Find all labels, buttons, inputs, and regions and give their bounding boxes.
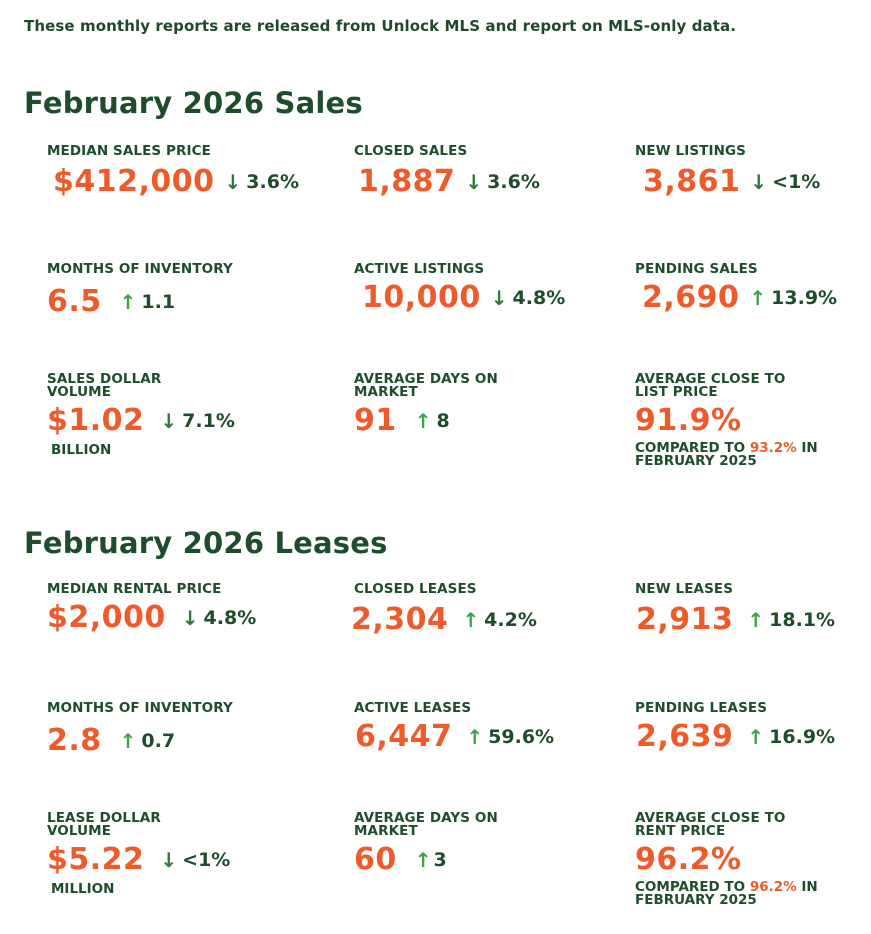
new-leases-stat: NEW LEASES 2,913 ↑ 18.1% <box>635 581 836 639</box>
closed-leases-stat: CLOSED LEASES 2,304 ↑ 4.2% <box>351 581 537 639</box>
arrow-up-icon: ↑ <box>462 608 480 632</box>
median-sales-price-change: 3.6% <box>246 171 299 193</box>
arrow-up-icon: ↑ <box>749 286 767 310</box>
active-listings-stat: ACTIVE LISTINGS 10,000 ↓ 4.8% <box>354 261 566 317</box>
arrow-down-icon: ↓ <box>181 606 199 630</box>
lease-months-inventory-stat: MONTHS OF INVENTORY 2.8 ↑ 0.7 <box>47 700 233 760</box>
close-to-list-label: AVERAGE CLOSE TO LIST PRICE <box>635 371 786 400</box>
close-to-rent-stat: AVERAGE CLOSE TO RENT PRICE 96.2% COMPAR… <box>635 810 818 908</box>
active-leases-label: ACTIVE LEASES <box>354 700 472 716</box>
closed-leases-label: CLOSED LEASES <box>354 581 477 597</box>
sales-months-inventory-value: 6.5 <box>47 284 102 319</box>
lease-dollar-volume-change: <1% <box>182 849 231 871</box>
new-listings-value: 3,861 <box>643 164 741 199</box>
lease-days-on-market-value: 60 <box>354 842 397 877</box>
close-to-list-compare-value: 93.2% <box>749 440 797 456</box>
arrow-up-icon: ↑ <box>414 409 432 433</box>
sales-days-on-market-value: 91 <box>354 403 397 438</box>
pending-sales-label: PENDING SALES <box>635 261 758 277</box>
lease-days-on-market-stat: AVERAGE DAYS ON MARKET 60 ↑ 3 <box>354 810 498 879</box>
leases-section-title: February 2026 Leases <box>24 526 388 560</box>
median-rental-price-value: $2,000 <box>47 600 166 635</box>
new-leases-change: 18.1% <box>769 609 836 631</box>
closed-sales-change: 3.6% <box>487 171 540 193</box>
new-listings-stat: NEW LISTINGS 3,861 ↓ <1% <box>635 143 821 201</box>
median-sales-price-stat: MEDIAN SALES PRICE $412,000 ↓ 3.6% <box>47 143 299 201</box>
pending-leases-stat: PENDING LEASES 2,639 ↑ 16.9% <box>635 700 836 756</box>
close-to-list-stat: AVERAGE CLOSE TO LIST PRICE 91.9% COMPAR… <box>635 371 818 469</box>
arrow-up-icon: ↑ <box>119 729 137 753</box>
median-rental-price-label: MEDIAN RENTAL PRICE <box>47 581 222 597</box>
arrow-up-icon: ↑ <box>414 848 432 872</box>
pending-sales-change: 13.9% <box>771 287 838 309</box>
sales-months-inventory-change: 1.1 <box>141 291 176 313</box>
arrow-up-icon: ↑ <box>466 725 484 749</box>
sales-dollar-volume-stat: SALES DOLLAR VOLUME $1.02 ↓ 7.1% BILLION <box>47 371 235 458</box>
lease-months-inventory-change: 0.7 <box>141 730 176 752</box>
close-to-rent-label: AVERAGE CLOSE TO RENT PRICE <box>635 810 786 839</box>
active-listings-change: 4.8% <box>512 287 566 309</box>
arrow-down-icon: ↓ <box>750 170 768 194</box>
lease-dollar-volume-stat: LEASE DOLLAR VOLUME $5.22 ↓ <1% MILLION <box>47 810 231 897</box>
close-to-list-compare: COMPARED TO 93.2% IN FEBRUARY 2025 <box>635 440 818 469</box>
new-listings-label: NEW LISTINGS <box>635 143 746 159</box>
sales-dollar-volume-value: $1.02 <box>47 403 145 438</box>
intro-text: These monthly reports are released from … <box>24 17 737 35</box>
lease-months-inventory-value: 2.8 <box>47 723 102 758</box>
lease-days-on-market-change: 3 <box>433 849 447 871</box>
close-to-rent-compare-value: 96.2% <box>749 879 797 895</box>
closed-leases-value: 2,304 <box>351 602 449 637</box>
closed-sales-label: CLOSED SALES <box>354 143 468 159</box>
median-rental-price-change: 4.8% <box>203 607 257 629</box>
active-listings-label: ACTIVE LISTINGS <box>354 261 485 277</box>
new-leases-value: 2,913 <box>636 602 734 637</box>
lease-dollar-volume-label: LEASE DOLLAR VOLUME <box>47 810 161 839</box>
lease-dollar-volume-value: $5.22 <box>47 842 145 877</box>
new-leases-label: NEW LEASES <box>635 581 734 597</box>
arrow-down-icon: ↓ <box>160 409 178 433</box>
sales-dollar-volume-unit: BILLION <box>51 442 112 458</box>
sales-section-title: February 2026 Sales <box>24 86 363 120</box>
sales-dollar-volume-label: SALES DOLLAR VOLUME <box>47 371 162 400</box>
sales-months-inventory-label: MONTHS OF INVENTORY <box>47 261 233 277</box>
lease-days-on-market-label: AVERAGE DAYS ON MARKET <box>354 810 498 839</box>
lease-months-inventory-label: MONTHS OF INVENTORY <box>47 700 233 716</box>
arrow-down-icon: ↓ <box>465 170 483 194</box>
sales-dollar-volume-change: 7.1% <box>182 410 235 432</box>
median-sales-price-value: $412,000 <box>53 164 215 199</box>
pending-sales-value: 2,690 <box>642 280 740 315</box>
pending-leases-value: 2,639 <box>636 719 734 754</box>
sales-months-inventory-stat: MONTHS OF INVENTORY 6.5 ↑ 1.1 <box>47 261 233 321</box>
pending-sales-stat: PENDING SALES 2,690 ↑ 13.9% <box>635 261 838 317</box>
close-to-rent-compare: COMPARED TO 96.2% IN FEBRUARY 2025 <box>635 879 818 908</box>
arrow-up-icon: ↑ <box>747 608 765 632</box>
median-rental-price-stat: MEDIAN RENTAL PRICE $2,000 ↓ 4.8% <box>47 581 257 637</box>
closed-sales-value: 1,887 <box>358 164 456 199</box>
pending-leases-change: 16.9% <box>769 726 836 748</box>
lease-dollar-volume-unit: MILLION <box>51 881 115 897</box>
sales-days-on-market-change: 8 <box>436 410 450 432</box>
active-leases-value: 6,447 <box>355 719 453 754</box>
closed-sales-stat: CLOSED SALES 1,887 ↓ 3.6% <box>354 143 540 201</box>
sales-days-on-market-stat: AVERAGE DAYS ON MARKET 91 ↑ 8 <box>354 371 498 440</box>
pending-leases-label: PENDING LEASES <box>635 700 768 716</box>
arrow-up-icon: ↑ <box>747 725 765 749</box>
new-listings-change: <1% <box>772 171 821 193</box>
active-leases-change: 59.6% <box>488 726 555 748</box>
close-to-rent-value: 96.2% <box>635 842 742 877</box>
arrow-up-icon: ↑ <box>119 290 137 314</box>
closed-leases-change: 4.2% <box>484 609 537 631</box>
median-sales-price-label: MEDIAN SALES PRICE <box>47 143 211 159</box>
active-listings-value: 10,000 <box>362 280 481 315</box>
close-to-list-value: 91.9% <box>635 403 742 438</box>
arrow-down-icon: ↓ <box>490 286 508 310</box>
sales-days-on-market-label: AVERAGE DAYS ON MARKET <box>354 371 498 400</box>
arrow-down-icon: ↓ <box>160 848 178 872</box>
arrow-down-icon: ↓ <box>224 170 242 194</box>
active-leases-stat: ACTIVE LEASES 6,447 ↑ 59.6% <box>354 700 555 756</box>
